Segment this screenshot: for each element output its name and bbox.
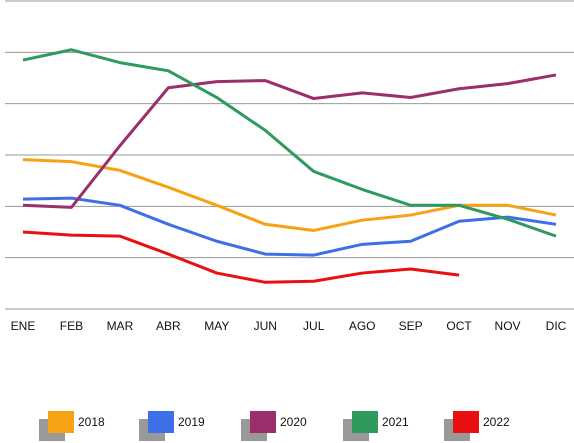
x-tick-label: AGO: [349, 319, 376, 333]
legend-label: 2018: [78, 415, 105, 429]
x-tick-label: SEP: [399, 319, 423, 333]
x-tick-label: DIC: [546, 319, 567, 333]
x-tick-label: OCT: [446, 319, 472, 333]
legend-label: 2022: [483, 415, 510, 429]
series-line: [22, 230, 460, 284]
series-line: [22, 48, 557, 238]
legend-swatch: [48, 411, 74, 433]
x-tick-label: FEB: [60, 319, 83, 333]
series-line: [22, 73, 557, 209]
x-tick-label: ENE: [11, 319, 36, 333]
x-tick-label: JUL: [303, 319, 325, 333]
legend-swatch: [148, 411, 174, 433]
legend-swatch: [352, 411, 378, 433]
x-tick-label: NOV: [495, 319, 521, 333]
x-tick-label: MAR: [107, 319, 134, 333]
series-line: [22, 196, 557, 257]
legend-swatch: [453, 411, 479, 433]
x-tick-label: ABR: [156, 319, 181, 333]
x-tick-label: JUN: [254, 319, 277, 333]
series-line: [22, 158, 557, 232]
legend-label: 2021: [382, 415, 409, 429]
x-tick-label: MAY: [204, 319, 229, 333]
legend-label: 2020: [280, 415, 307, 429]
legend-swatch: [250, 411, 276, 433]
legend-label: 2019: [178, 415, 205, 429]
